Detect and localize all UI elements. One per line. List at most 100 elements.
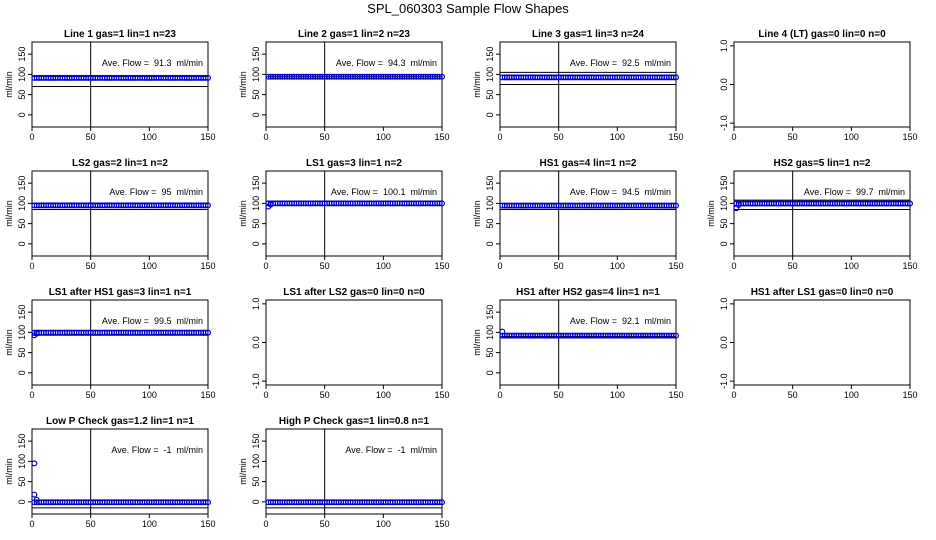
data-point bbox=[205, 202, 212, 209]
x-tick-label: 0 bbox=[263, 390, 268, 400]
data-point bbox=[202, 202, 209, 209]
y-axis-label: ml/min bbox=[472, 71, 482, 98]
x-tick-label: 100 bbox=[844, 261, 859, 271]
average-flow-annotation: Ave. Flow = 94.3 ml/min bbox=[336, 58, 437, 68]
y-tick-label: 0 bbox=[485, 241, 495, 246]
panel-title: Line 3 gas=1 lin=3 n=24 bbox=[532, 29, 644, 40]
plot-frame bbox=[733, 41, 911, 128]
data-point bbox=[436, 200, 443, 207]
x-tick-label: 50 bbox=[320, 519, 330, 529]
y-tick-label: 100 bbox=[485, 196, 495, 211]
average-flow-annotation: Ave. Flow = 99.5 ml/min bbox=[102, 316, 203, 326]
y-tick-label: 1.0 bbox=[719, 298, 729, 311]
x-tick-label: 0 bbox=[731, 261, 736, 271]
x-tick-label: 150 bbox=[434, 261, 449, 271]
data-point bbox=[202, 74, 209, 81]
y-tick-label: 50 bbox=[251, 90, 261, 100]
x-tick-label: 50 bbox=[320, 390, 330, 400]
average-flow-annotation: Ave. Flow = -1 ml/min bbox=[111, 445, 203, 455]
average-flow-annotation: Ave. Flow = 95 ml/min bbox=[109, 187, 203, 197]
y-tick-label: 0.0 bbox=[251, 336, 261, 349]
panel: High P Check gas=1 lin=0.8 n=1 0 50 100 150 0… bbox=[238, 416, 450, 529]
x-tick-label: 0 bbox=[263, 261, 268, 271]
y-tick-label: 50 bbox=[485, 90, 495, 100]
panel-title: LS1 gas=3 lin=1 n=2 bbox=[306, 158, 402, 169]
y-axis-label: ml/min bbox=[472, 329, 482, 356]
x-tick-label: 100 bbox=[610, 390, 625, 400]
y-tick-label: 0 bbox=[251, 112, 261, 117]
y-tick-label: 100 bbox=[17, 325, 27, 340]
y-tick-label: 0 bbox=[17, 499, 27, 504]
x-tick-label: 100 bbox=[142, 390, 157, 400]
y-tick-label: 0 bbox=[251, 499, 261, 504]
data-point bbox=[436, 499, 443, 506]
y-tick-label: 100 bbox=[17, 67, 27, 82]
x-tick-label: 100 bbox=[376, 261, 391, 271]
y-tick-label: 1.0 bbox=[719, 40, 729, 53]
y-axis-label: ml/min bbox=[4, 458, 14, 485]
y-tick-label: 0 bbox=[17, 370, 27, 375]
x-tick-label: 150 bbox=[434, 390, 449, 400]
panel-title: LS2 gas=2 lin=1 n=2 bbox=[72, 158, 168, 169]
x-tick-label: 0 bbox=[29, 390, 34, 400]
y-tick-label: 100 bbox=[485, 67, 495, 82]
y-tick-label: 150 bbox=[485, 305, 495, 320]
panel-title: HS1 after LS1 gas=0 lin=0 n=0 bbox=[751, 287, 894, 298]
y-tick-label: 150 bbox=[17, 305, 27, 320]
y-tick-label: -1.0 bbox=[251, 373, 261, 389]
data-point bbox=[205, 499, 212, 506]
panel: Line 4 (LT) gas=0 lin=0 n=0 0 50 100 150 -1.0… bbox=[719, 29, 918, 142]
x-tick-label: 50 bbox=[554, 261, 564, 271]
y-tick-label: 150 bbox=[17, 47, 27, 62]
y-tick-label: 50 bbox=[251, 477, 261, 487]
y-tick-label: 0 bbox=[251, 241, 261, 246]
plot-frame bbox=[31, 299, 209, 386]
y-axis-label: ml/min bbox=[4, 71, 14, 98]
data-point bbox=[439, 73, 446, 80]
y-tick-label: 150 bbox=[485, 47, 495, 62]
y-tick-label: 1.0 bbox=[251, 298, 261, 311]
average-flow-annotation: Ave. Flow = 92.1 ml/min bbox=[570, 316, 671, 326]
panel: Line 1 gas=1 lin=1 n=23 0 50 100 150 0 50 100 15… bbox=[4, 29, 216, 142]
plot-frame bbox=[265, 428, 443, 515]
panel: LS2 gas=2 lin=1 n=20 50 100 150050100150ml/… bbox=[4, 158, 216, 271]
average-flow-annotation: Ave. Flow = 94.5 ml/min bbox=[570, 187, 671, 197]
data-point bbox=[439, 200, 446, 207]
y-tick-label: 0 bbox=[719, 241, 729, 246]
y-tick-label: 150 bbox=[17, 176, 27, 191]
data-point bbox=[31, 460, 38, 467]
y-tick-label: 0 bbox=[485, 112, 495, 117]
x-tick-label: 0 bbox=[497, 132, 502, 142]
x-tick-label: 100 bbox=[376, 390, 391, 400]
y-tick-label: 0 bbox=[485, 370, 495, 375]
y-tick-label: 0 bbox=[17, 241, 27, 246]
y-axis-label: ml/min bbox=[238, 71, 248, 98]
x-tick-label: 50 bbox=[788, 132, 798, 142]
y-tick-label: 50 bbox=[17, 90, 27, 100]
x-tick-label: 0 bbox=[29, 261, 34, 271]
x-tick-label: 100 bbox=[376, 519, 391, 529]
y-tick-label: 0.0 bbox=[719, 336, 729, 349]
data-point bbox=[904, 200, 911, 207]
x-tick-label: 50 bbox=[86, 132, 96, 142]
x-tick-label: 150 bbox=[200, 519, 215, 529]
average-flow-annotation: Ave. Flow = -1 ml/min bbox=[345, 445, 437, 455]
panel: Line 2 gas=1 lin=2 n=23 0 50 100 150 0 50 100 15… bbox=[238, 29, 450, 142]
panel-title: HS2 gas=5 lin=1 n=2 bbox=[774, 158, 871, 169]
y-axis-label: ml/min bbox=[4, 329, 14, 356]
panel: HS1 gas=4 lin=1 n=20 50 100 150050100150ml/… bbox=[472, 158, 684, 271]
x-tick-label: 50 bbox=[86, 519, 96, 529]
panel-title: LS1 after LS2 gas=0 lin=0 n=0 bbox=[283, 287, 425, 298]
plot-frame bbox=[265, 299, 443, 386]
panel-title: HS1 gas=4 lin=1 n=2 bbox=[540, 158, 637, 169]
x-tick-label: 150 bbox=[200, 132, 215, 142]
data-point bbox=[670, 74, 677, 81]
x-tick-label: 0 bbox=[29, 519, 34, 529]
x-tick-label: 100 bbox=[142, 519, 157, 529]
panel: HS1 after LS1 gas=0 lin=0 n=0 0 50 100 150 -1… bbox=[719, 287, 918, 400]
plot-frame bbox=[733, 299, 911, 386]
y-tick-label: 150 bbox=[17, 434, 27, 449]
y-tick-label: 100 bbox=[251, 67, 261, 82]
x-tick-label: 0 bbox=[497, 390, 502, 400]
